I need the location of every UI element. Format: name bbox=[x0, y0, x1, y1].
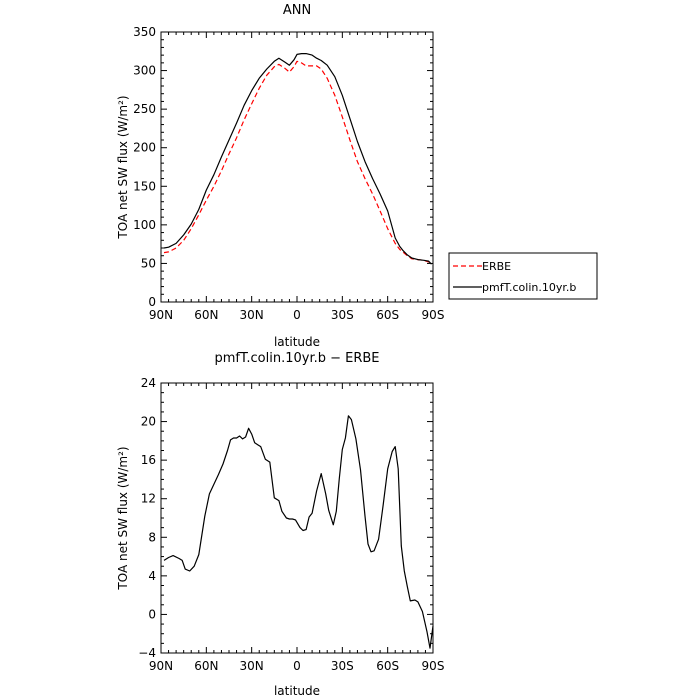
xtick-label: 0 bbox=[293, 308, 301, 322]
ytick-label: 150 bbox=[133, 179, 156, 193]
ytick-label: 50 bbox=[141, 256, 156, 270]
xtick-label: 90S bbox=[422, 308, 445, 322]
ytick-label: 4 bbox=[148, 569, 156, 583]
xtick-label: 90S bbox=[422, 659, 445, 673]
ytick-label: −4 bbox=[138, 646, 156, 660]
ytick-label: 300 bbox=[133, 64, 156, 78]
panel-top-title: ANN bbox=[283, 3, 311, 18]
xtick-label: 30S bbox=[331, 308, 354, 322]
ytick-label: 20 bbox=[141, 415, 156, 429]
ytick-label: 16 bbox=[141, 453, 156, 467]
xtick-label: 90N bbox=[149, 659, 173, 673]
plot-area-bottom: −4 0 4 8 12 16 20 24 90N 60N 30N 0 30S 60S 90S bbox=[138, 376, 444, 673]
ytick-label: 8 bbox=[148, 530, 156, 544]
panel-bottom-title: pmfT.colin.10yr.b − ERBE bbox=[214, 351, 379, 366]
xtick-label: 60N bbox=[194, 659, 218, 673]
panel-top-frame bbox=[160, 31, 434, 303]
ytick-label: 200 bbox=[133, 141, 156, 155]
xtick-label: 30S bbox=[331, 659, 354, 673]
xtick-label: 60S bbox=[376, 659, 399, 673]
xtick-label: 60S bbox=[376, 308, 399, 322]
xtick-label: 60N bbox=[194, 308, 218, 322]
legend-label-model: pmfT.colin.10yr.b bbox=[482, 281, 576, 294]
ytick-label: 0 bbox=[148, 607, 156, 621]
xtick-label: 0 bbox=[293, 659, 301, 673]
xtick-label: 30N bbox=[240, 659, 264, 673]
ytick-label: 12 bbox=[141, 492, 156, 506]
legend-label-erbe: ERBE bbox=[482, 260, 511, 273]
legend: ERBE pmfT.colin.10yr.b bbox=[448, 252, 598, 300]
ytick-label: 100 bbox=[133, 218, 156, 232]
panel-bottom-xlabel: latitude bbox=[274, 684, 320, 698]
xtick-label: 90N bbox=[149, 308, 173, 322]
plot-area-top: 0 50 100 150 200 250 300 350 90N 60N 30N 0 30S 60S 90S bbox=[133, 25, 444, 322]
series-line-0 bbox=[163, 60, 432, 264]
ytick-label: 250 bbox=[133, 102, 156, 116]
xtick-label: 30N bbox=[240, 308, 264, 322]
ytick-label: 350 bbox=[133, 25, 156, 39]
panel-top-xlabel: latitude bbox=[274, 335, 320, 349]
legend-box bbox=[448, 252, 598, 300]
panel-top-ylabel: TOA net SW flux (W/m²) bbox=[116, 95, 130, 239]
series-line-1 bbox=[163, 52, 432, 265]
ytick-label: 24 bbox=[141, 376, 156, 390]
panel-bottom: pmfT.colin.10yr.b − ERBE TOA net SW flux… bbox=[116, 351, 444, 698]
panel-bottom-ylabel: TOA net SW flux (W/m²) bbox=[116, 446, 130, 590]
series-line-0 bbox=[163, 415, 434, 649]
panel-bottom-frame bbox=[160, 382, 434, 654]
panel-top: ANN TOA net SW flux (W/m²) latitude 0 50 1… bbox=[116, 3, 444, 349]
ytick-label: 0 bbox=[148, 295, 156, 309]
